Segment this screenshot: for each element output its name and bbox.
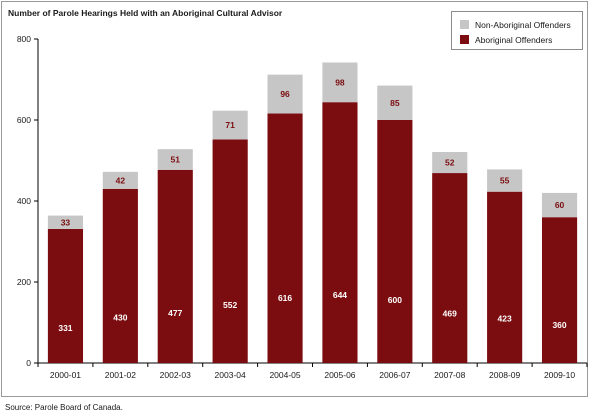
bar-non-aboriginal	[322, 62, 358, 103]
x-tick-label: 2006-07	[379, 370, 410, 380]
y-tick-label: 600	[17, 115, 31, 125]
x-tick-label: 2005-06	[324, 370, 355, 380]
data-label-non-aboriginal: 96	[280, 89, 290, 99]
data-label-non-aboriginal: 71	[225, 120, 235, 130]
bar-non-aboriginal	[432, 151, 468, 174]
data-label-aboriginal: 600	[388, 295, 402, 305]
data-label-non-aboriginal: 33	[61, 217, 71, 227]
legend-item-non-aboriginal: Non-Aboriginal Offenders	[460, 19, 571, 30]
bar-aboriginal	[322, 102, 358, 364]
chart-source-note: Source: Parole Board of Canada.	[5, 403, 123, 412]
x-tick-label: 2003-04	[215, 370, 246, 380]
data-label-aboriginal: 430	[113, 313, 127, 323]
bar-non-aboriginal	[157, 149, 193, 170]
bar-aboriginal	[377, 120, 413, 363]
bar-aboriginal	[487, 191, 523, 363]
y-tick-label: 400	[17, 196, 31, 206]
x-tick-label: 2000-01	[50, 370, 81, 380]
bar-non-aboriginal	[377, 85, 413, 120]
legend-swatch-non-aboriginal	[460, 20, 469, 29]
bar-non-aboriginal	[47, 215, 84, 229]
chart-title: Number of Parole Hearings Held with an A…	[8, 8, 283, 18]
x-tick-label: 2001-02	[105, 370, 136, 380]
bar-non-aboriginal	[267, 74, 303, 114]
bar-non-aboriginal	[541, 192, 578, 218]
y-tick-label: 800	[17, 34, 31, 44]
data-label-non-aboriginal: 85	[390, 98, 400, 108]
bar-aboriginal	[541, 217, 578, 363]
legend-label-aboriginal: Aboriginal Offenders	[475, 34, 553, 45]
data-label-non-aboriginal: 55	[500, 176, 510, 186]
x-tick-label: 2002-03	[160, 370, 191, 380]
x-tick-label: 2004-05	[269, 370, 300, 380]
chart-legend: Non-Aboriginal Offenders Aboriginal Offe…	[451, 11, 583, 50]
data-label-aboriginal: 477	[168, 308, 182, 318]
data-label-non-aboriginal: 60	[555, 200, 565, 210]
legend-swatch-aboriginal	[460, 35, 469, 44]
bar-aboriginal	[267, 113, 303, 364]
bar-aboriginal	[212, 139, 248, 363]
bar-aboriginal	[157, 169, 193, 363]
data-label-non-aboriginal: 51	[171, 154, 181, 164]
bar-aboriginal	[102, 188, 138, 363]
data-label-aboriginal: 360	[552, 320, 566, 330]
chart-plot-area: 0 200 400 600 800 331 33 2000-01 430 42 2001-02 477…	[17, 34, 588, 380]
data-label-non-aboriginal: 98	[335, 77, 345, 87]
data-label-non-aboriginal: 52	[445, 158, 455, 168]
data-label-aboriginal: 331	[58, 323, 72, 333]
data-label-aboriginal: 644	[333, 290, 347, 300]
x-tick-label: 2008-09	[489, 370, 520, 380]
x-tick-label: 2009-10	[544, 370, 575, 380]
data-label-aboriginal: 469	[443, 309, 457, 319]
y-tick-label: 200	[17, 277, 31, 287]
y-tick-label: 0	[26, 358, 31, 368]
bar-non-aboriginal	[487, 169, 523, 192]
bar-aboriginal	[432, 173, 468, 363]
legend-item-aboriginal: Aboriginal Offenders	[460, 34, 552, 45]
data-label-non-aboriginal: 42	[116, 175, 126, 185]
chart-frame: Number of Parole Hearings Held with an A…	[1, 1, 588, 397]
data-label-aboriginal: 552	[223, 300, 237, 310]
legend-label-non-aboriginal: Non-Aboriginal Offenders	[475, 19, 571, 30]
bar-non-aboriginal	[212, 110, 248, 140]
data-label-aboriginal: 616	[278, 293, 292, 303]
x-tick-label: 2007-08	[434, 370, 465, 380]
bar-aboriginal	[47, 228, 84, 363]
bar-non-aboriginal	[102, 171, 138, 189]
data-label-aboriginal: 423	[498, 313, 512, 323]
